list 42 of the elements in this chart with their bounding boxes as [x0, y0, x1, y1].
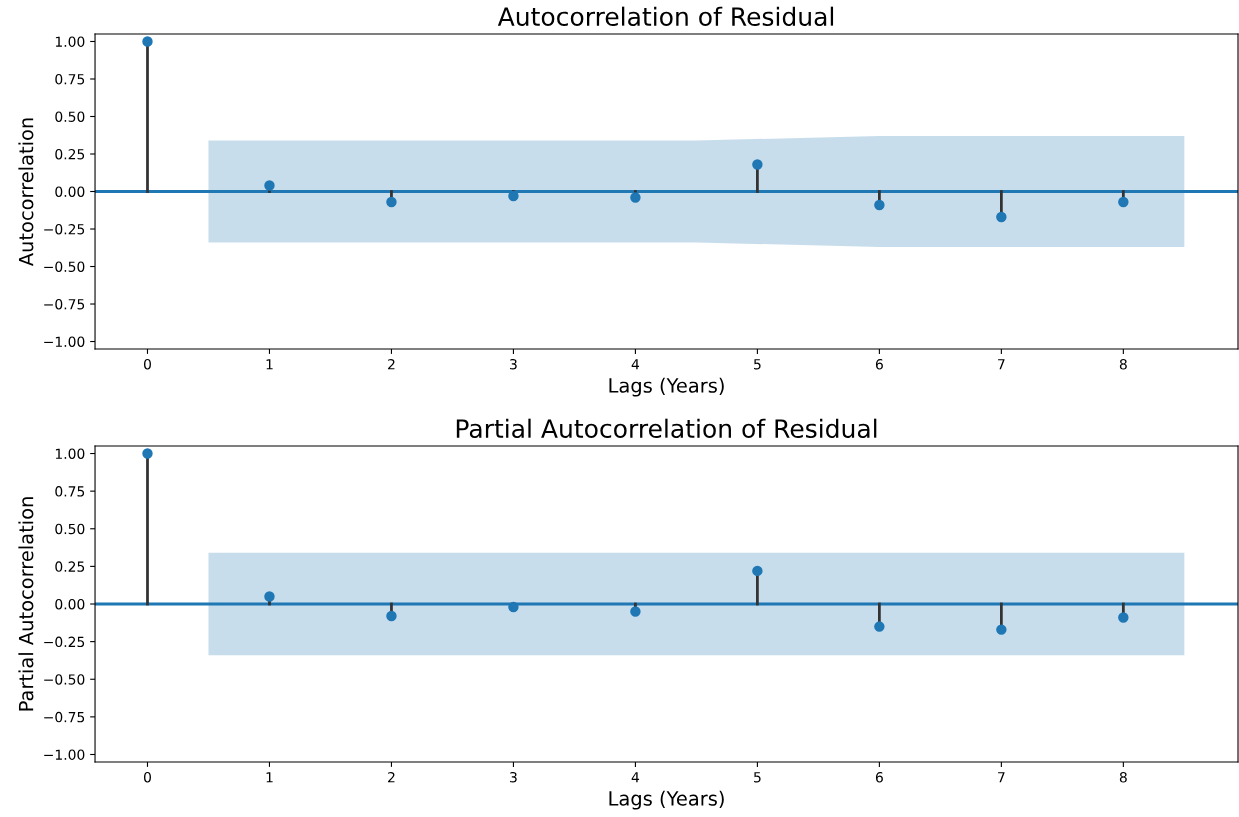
x-tick-label: 8 [1119, 358, 1127, 370]
y-axis-title: Partial Autocorrelation [18, 497, 34, 711]
y-tick-label: −0.25 [44, 636, 85, 648]
y-tick-label: −1.00 [44, 336, 85, 347]
x-tick-label: 3 [510, 358, 517, 370]
x-tick-label: 1 [266, 359, 273, 370]
y-tick-label: 0.75 [55, 73, 85, 85]
x-tick-label: 0 [143, 358, 151, 370]
x-tick-label: 6 [875, 358, 883, 370]
x-axis-title: Lags (Years) [609, 790, 724, 810]
x-tick-label: 4 [631, 772, 640, 783]
y-tick-label: 0.00 [55, 598, 85, 610]
y-tick-label: 0.25 [55, 148, 85, 160]
y-tick-label: 0.00 [55, 186, 85, 197]
y-axis-title: Autocorrelation [18, 118, 34, 267]
y-tick-label: 0.50 [55, 111, 85, 122]
x-tick-label: 7 [998, 359, 1005, 370]
chart-title: Autocorrelation of Residual [497, 6, 834, 27]
y-tick-label: −0.25 [44, 223, 85, 235]
x-tick-label: 2 [388, 771, 395, 783]
y-tick-label: 1.00 [55, 448, 85, 459]
y-tick-label: 1.00 [55, 36, 85, 47]
chart-title: Partial Autocorrelation of Residual [456, 418, 877, 439]
y-tick-label: −1.00 [44, 749, 85, 760]
x-tick-label: 5 [754, 772, 761, 783]
y-tick-label: 0.25 [55, 561, 85, 572]
x-tick-label: 2 [388, 358, 395, 370]
y-tick-label: −0.75 [44, 711, 85, 723]
x-tick-label: 6 [875, 771, 883, 783]
y-tick-label: −0.50 [44, 261, 85, 272]
x-tick-label: 8 [1119, 771, 1127, 783]
x-tick-label: 4 [631, 359, 640, 370]
y-tick-label: −0.50 [44, 674, 85, 685]
x-axis-title: Lags (Years) [609, 377, 724, 397]
y-tick-label: 0.75 [55, 486, 85, 497]
x-tick-label: 0 [143, 771, 151, 783]
y-tick-label: −0.75 [44, 298, 85, 310]
x-tick-label: 1 [266, 772, 273, 783]
x-tick-label: 7 [998, 772, 1005, 783]
y-tick-label: 0.50 [55, 523, 85, 535]
x-tick-label: 3 [510, 771, 517, 783]
x-tick-label: 5 [754, 359, 761, 370]
